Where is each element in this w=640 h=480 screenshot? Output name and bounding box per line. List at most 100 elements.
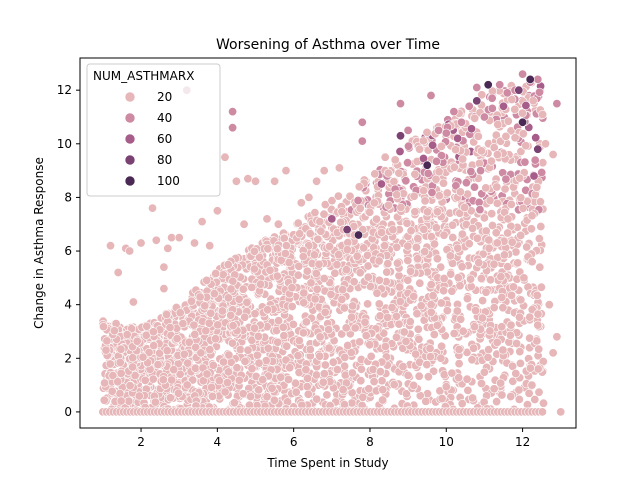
scatter-point bbox=[148, 203, 158, 213]
scatter-point bbox=[263, 244, 273, 254]
scatter-point bbox=[522, 242, 532, 252]
scatter-point bbox=[287, 301, 297, 311]
scatter-point bbox=[191, 363, 201, 373]
scatter-point bbox=[353, 196, 363, 206]
scatter-point bbox=[476, 378, 486, 388]
scatter-point bbox=[470, 322, 480, 332]
scatter-point bbox=[346, 347, 356, 357]
scatter-point bbox=[175, 308, 185, 318]
scatter-point bbox=[253, 331, 263, 341]
plot-frame bbox=[79, 57, 577, 429]
scatter-point bbox=[448, 233, 458, 243]
scatter-point bbox=[485, 326, 495, 336]
scatter-point bbox=[477, 313, 487, 323]
scatter-point bbox=[338, 285, 348, 295]
scatter-point bbox=[436, 141, 446, 151]
scatter-point bbox=[492, 150, 502, 160]
scatter-point bbox=[276, 372, 286, 382]
scatter-point bbox=[403, 255, 413, 265]
scatter-point bbox=[537, 407, 547, 417]
scatter-point bbox=[533, 309, 543, 319]
scatter-point bbox=[431, 174, 441, 184]
scatter-point bbox=[234, 294, 244, 304]
y-tick-label: 12 bbox=[57, 83, 72, 97]
scatter-point bbox=[284, 257, 294, 267]
scatter-point bbox=[148, 327, 158, 337]
scatter-point bbox=[525, 333, 535, 343]
scatter-point bbox=[140, 375, 150, 385]
scatter-point bbox=[209, 289, 219, 299]
scatter-point bbox=[469, 343, 479, 353]
scatter-point bbox=[409, 191, 419, 201]
scatter-point bbox=[208, 391, 218, 401]
scatter-point bbox=[422, 207, 432, 217]
scatter-point bbox=[116, 344, 126, 354]
scatter-point bbox=[518, 117, 528, 127]
y-tick-label: 8 bbox=[64, 190, 72, 204]
scatter-point bbox=[116, 368, 126, 378]
scatter-point bbox=[463, 385, 473, 395]
scatter-point bbox=[395, 147, 405, 157]
scatter-point bbox=[303, 389, 313, 399]
scatter-point bbox=[313, 234, 323, 244]
scatter-point bbox=[489, 259, 499, 269]
scatter-point bbox=[472, 233, 482, 243]
scatter-point bbox=[475, 205, 485, 215]
scatter-point bbox=[332, 260, 342, 270]
scatter-point bbox=[299, 298, 309, 308]
scatter-point bbox=[395, 296, 405, 306]
scatter-point bbox=[395, 99, 405, 109]
scatter-point bbox=[426, 91, 436, 101]
scatter-point bbox=[228, 276, 238, 286]
scatter-point bbox=[398, 362, 408, 372]
scatter-point bbox=[420, 196, 430, 206]
scatter-point bbox=[394, 271, 404, 281]
scatter-point bbox=[296, 198, 306, 208]
scatter-point bbox=[442, 306, 452, 316]
scatter-point bbox=[405, 317, 415, 327]
scatter-point bbox=[449, 107, 459, 117]
legend-entry-label: 60 bbox=[157, 132, 172, 146]
scatter-point bbox=[498, 345, 508, 355]
scatter-point bbox=[437, 341, 447, 351]
scatter-point bbox=[358, 392, 368, 402]
scatter-point bbox=[314, 259, 324, 269]
scatter-point bbox=[132, 336, 142, 346]
scatter-point bbox=[383, 312, 393, 322]
scatter-point bbox=[530, 394, 540, 404]
scatter-point bbox=[319, 273, 329, 283]
scatter-point bbox=[530, 155, 540, 165]
scatter-point bbox=[439, 230, 449, 240]
scatter-point bbox=[372, 288, 382, 298]
scatter-point bbox=[402, 218, 412, 228]
scatter-point bbox=[138, 352, 148, 362]
scatter-point bbox=[293, 218, 303, 228]
scatter-point bbox=[516, 147, 526, 157]
scatter-point bbox=[383, 259, 393, 269]
scatter-point bbox=[128, 362, 138, 372]
scatter-point bbox=[306, 278, 316, 288]
scatter-point bbox=[380, 341, 390, 351]
scatter-point bbox=[456, 117, 466, 127]
scatter-point bbox=[178, 319, 188, 329]
scatter-point bbox=[403, 141, 413, 151]
scatter-point bbox=[327, 196, 337, 206]
scatter-point bbox=[497, 292, 507, 302]
scatter-point bbox=[200, 301, 210, 311]
x-tick-label: 12 bbox=[515, 435, 530, 449]
scatter-point bbox=[165, 393, 175, 403]
scatter-point bbox=[527, 211, 537, 221]
scatter-point bbox=[458, 326, 468, 336]
scatter-point bbox=[401, 389, 411, 399]
scatter-point bbox=[149, 341, 159, 351]
scatter-point bbox=[337, 329, 347, 339]
scatter-point bbox=[454, 344, 464, 354]
scatter-point bbox=[349, 277, 359, 287]
scatter-point bbox=[280, 249, 290, 259]
scatter-point bbox=[298, 328, 308, 338]
scatter-point bbox=[207, 382, 217, 392]
scatter-point bbox=[514, 394, 524, 404]
scatter-point bbox=[350, 323, 360, 333]
scatter-point bbox=[108, 371, 118, 381]
